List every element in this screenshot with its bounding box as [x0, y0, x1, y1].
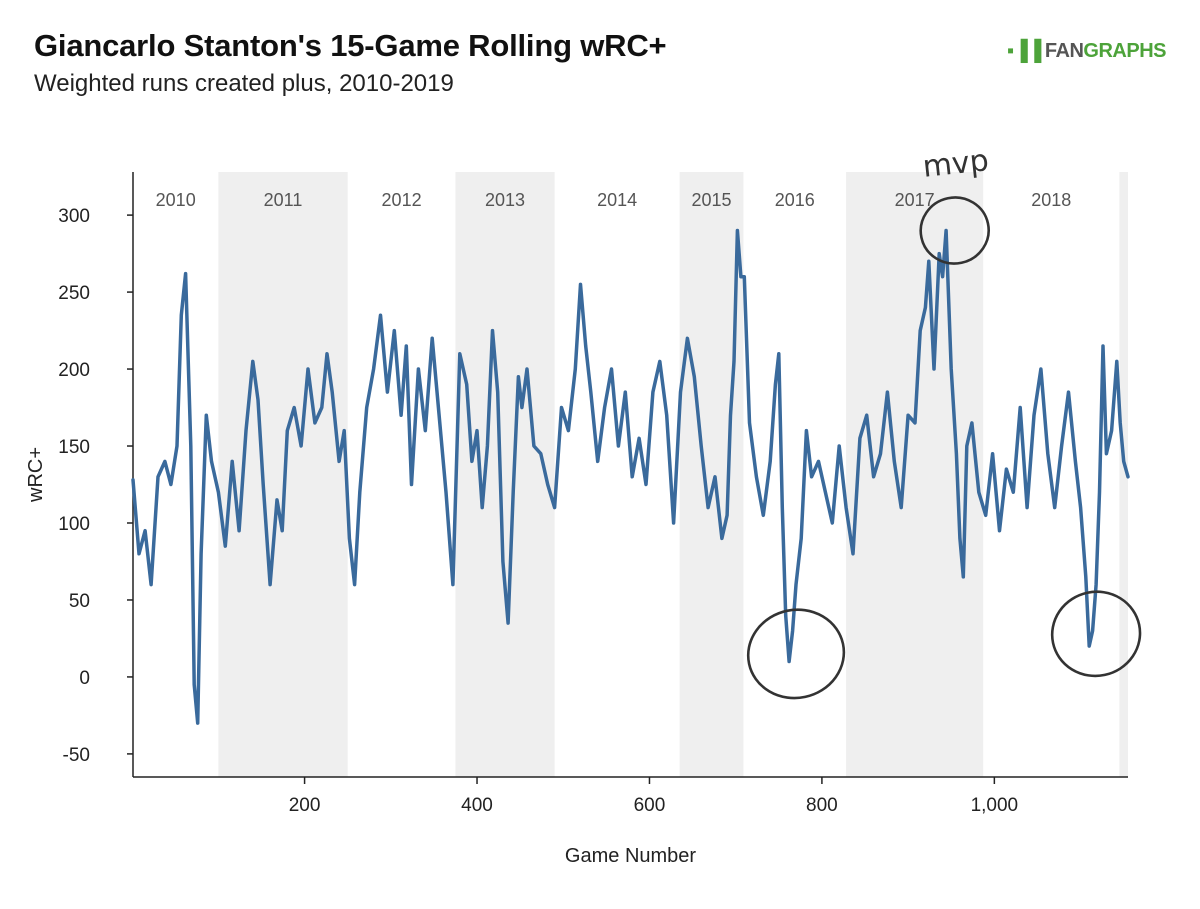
season-label-2012: 2012	[382, 190, 422, 210]
y-axis-title: wRC+	[25, 447, 47, 503]
season-label-2013: 2013	[485, 190, 525, 210]
y-tick-label: 50	[69, 591, 90, 612]
x-tick-label: 200	[289, 795, 321, 816]
y-tick-label: 100	[58, 514, 90, 535]
season-label-2017: 2017	[895, 190, 935, 210]
annotation-circle-0	[746, 608, 846, 700]
season-label-2010: 2010	[156, 190, 196, 210]
logo-text-prefix: FAN	[1044, 40, 1084, 62]
season-band-2017	[846, 172, 984, 777]
annotation-circle-mvp	[919, 196, 990, 265]
x-tick-label: 600	[634, 795, 666, 816]
chart-title: Giancarlo Stanton's 15-Game Rolling wRC+	[34, 28, 667, 63]
chart-subtitle: Weighted runs created plus, 2010-2019	[34, 70, 454, 97]
season-band-2013	[455, 172, 555, 777]
season-label-2016: 2016	[775, 190, 815, 210]
x-axis-title: Game Number	[565, 845, 696, 867]
season-label-2014: 2014	[597, 190, 637, 210]
series-line-0	[131, 228, 1130, 725]
season-label-2015: 2015	[692, 190, 732, 210]
season-band-9	[1119, 172, 1128, 777]
y-tick-label: -50	[63, 745, 90, 766]
x-tick-label: 1,000	[971, 795, 1019, 816]
annotation-label-mvp: mvp	[921, 143, 990, 185]
x-tick-label: 400	[461, 795, 493, 816]
season-band-2015	[679, 172, 744, 777]
logo-text-suffix: GRAPHS	[1083, 40, 1166, 62]
y-tick-label: 300	[58, 206, 90, 227]
season-band-2011	[218, 172, 348, 777]
fangraphs-logo: ▪▐▐ FANGRAPHS	[1006, 40, 1167, 63]
season-label-2011: 2011	[264, 190, 303, 210]
y-tick-label: 250	[58, 283, 90, 304]
y-tick-label: 0	[79, 668, 90, 689]
season-label-2018: 2018	[1031, 190, 1071, 210]
annotation-circle-2	[1050, 590, 1142, 678]
logo-mark-icon: ▪▐▐	[1006, 40, 1041, 62]
x-tick-label: 800	[806, 795, 838, 816]
y-tick-label: 200	[58, 360, 90, 381]
y-tick-label: 150	[58, 437, 90, 458]
